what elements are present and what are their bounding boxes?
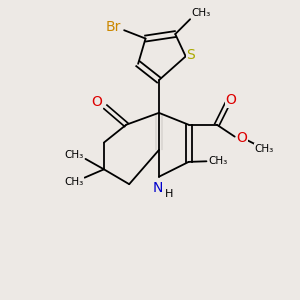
Text: CH₃: CH₃ xyxy=(64,150,84,160)
Text: O: O xyxy=(237,131,248,145)
Text: CH₃: CH₃ xyxy=(192,8,211,18)
Text: N: N xyxy=(152,181,163,195)
Text: CH₃: CH₃ xyxy=(209,156,228,166)
Text: H: H xyxy=(165,189,173,199)
Text: CH₃: CH₃ xyxy=(64,177,83,187)
Text: O: O xyxy=(92,95,103,110)
Text: S: S xyxy=(186,48,195,62)
Text: Br: Br xyxy=(105,20,121,34)
Text: CH₃: CH₃ xyxy=(255,144,274,154)
Text: O: O xyxy=(225,93,236,107)
